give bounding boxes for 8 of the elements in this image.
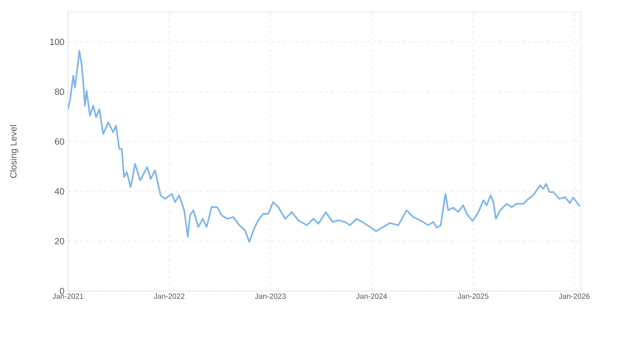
y-axis-title: Closing Level	[10, 125, 18, 178]
y-tick-label: 60	[54, 138, 64, 145]
y-tick-label: 20	[54, 238, 64, 244]
y-tick-label: 100	[50, 38, 64, 46]
line-series	[68, 50, 581, 243]
y-tick-label: 80	[54, 88, 64, 95]
y-tick-label: 40	[54, 188, 64, 195]
y-tick-label: 0	[60, 288, 64, 294]
